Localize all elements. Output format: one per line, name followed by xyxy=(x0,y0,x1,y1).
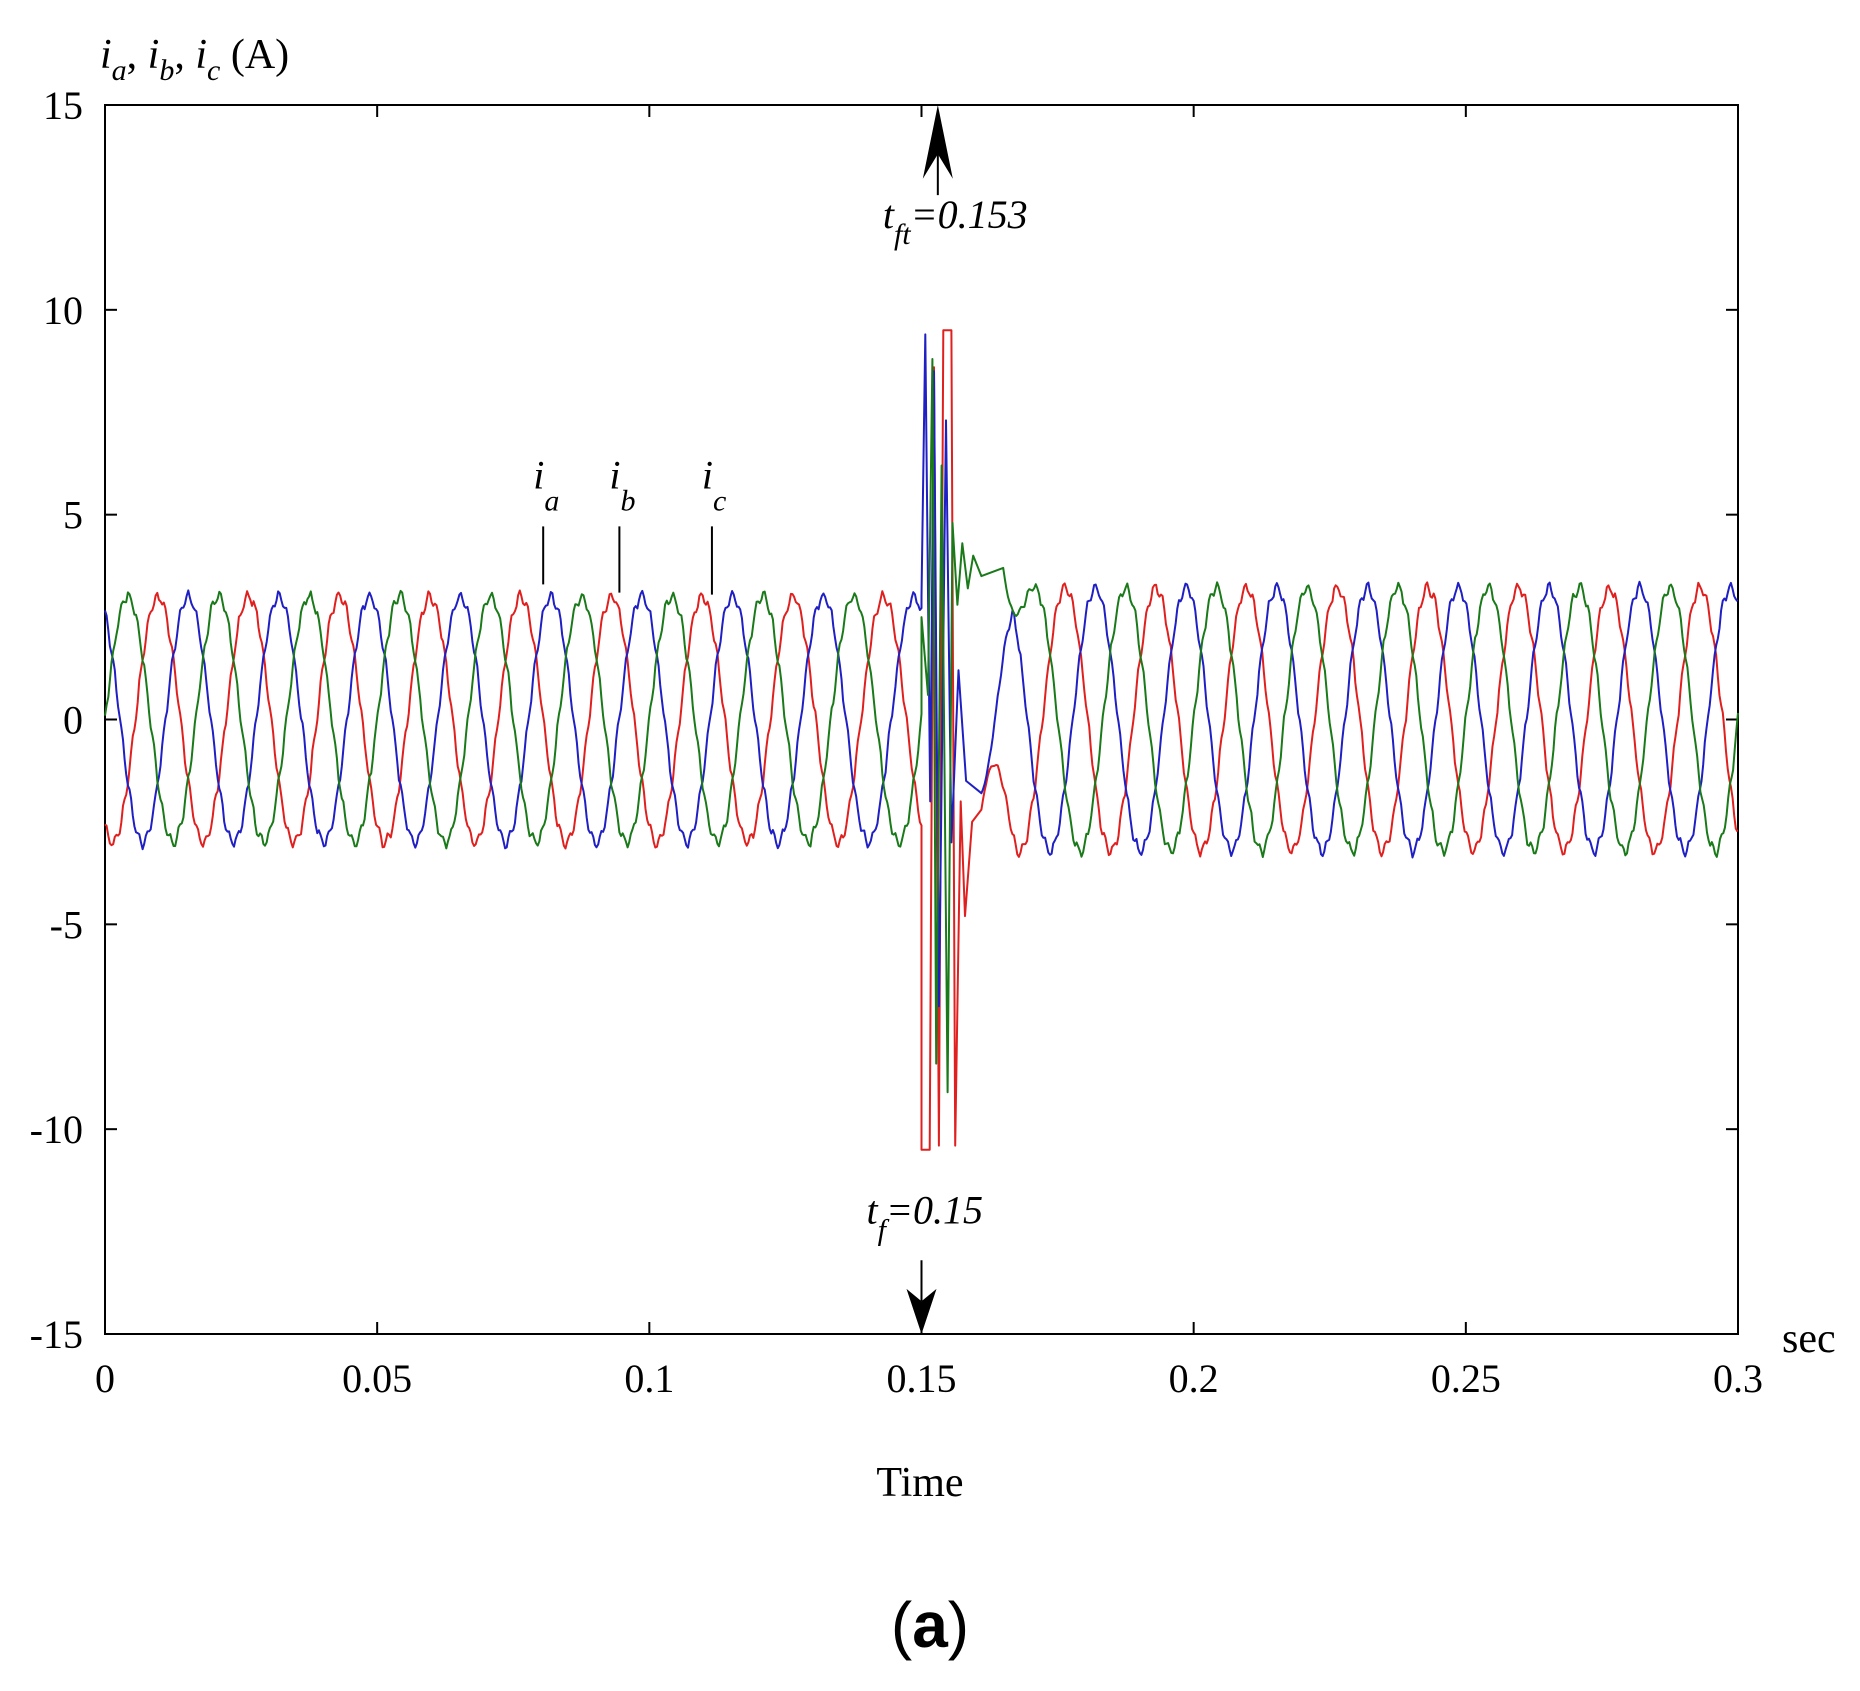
series-line-i-a xyxy=(104,329,1739,1151)
y-tick-label: 15 xyxy=(43,83,83,128)
x-tick-label: 0.2 xyxy=(1169,1356,1219,1401)
arrow-down-icon xyxy=(906,1288,937,1334)
x-axis-label: Time xyxy=(876,1460,963,1506)
y-tick-label: -15 xyxy=(30,1312,83,1357)
y-tick-label: -5 xyxy=(50,902,83,947)
x-axis-unit: sec xyxy=(1782,1316,1836,1362)
y-tick-label: 10 xyxy=(43,288,83,333)
panel-label: (a) xyxy=(890,1589,970,1661)
annotation-label: ib xyxy=(609,452,635,517)
x-tick-label: 0.1 xyxy=(624,1356,674,1401)
y-tick-label: -10 xyxy=(30,1107,83,1152)
x-tick-label: 0 xyxy=(95,1356,115,1401)
x-tick-label: 0.15 xyxy=(887,1356,957,1401)
y-axis-label: ia, ib, ic (A) xyxy=(100,32,289,87)
axis-ticks: 0 0.05 0.1 0.15 0.2 0.25 0.3 15 10 5 0 -5 -10 -15 xyxy=(30,83,1763,1401)
x-tick-label: 0.05 xyxy=(342,1356,412,1401)
annotation-label: ic xyxy=(702,452,726,517)
marker-label-t-ft: tft=0.153 xyxy=(883,192,1028,251)
series-line-i-c xyxy=(104,358,1739,1094)
x-tick-label: 0.25 xyxy=(1431,1356,1501,1401)
y-tick-label: 5 xyxy=(63,493,83,538)
annotation-label: ia xyxy=(533,452,559,517)
x-tick-label: 0.3 xyxy=(1713,1356,1763,1401)
arrow-up-icon xyxy=(922,105,953,179)
y-tick-label: 0 xyxy=(63,698,83,743)
marker-label-t-f: tf=0.15 xyxy=(867,1187,983,1246)
series-layer xyxy=(104,329,1739,1151)
